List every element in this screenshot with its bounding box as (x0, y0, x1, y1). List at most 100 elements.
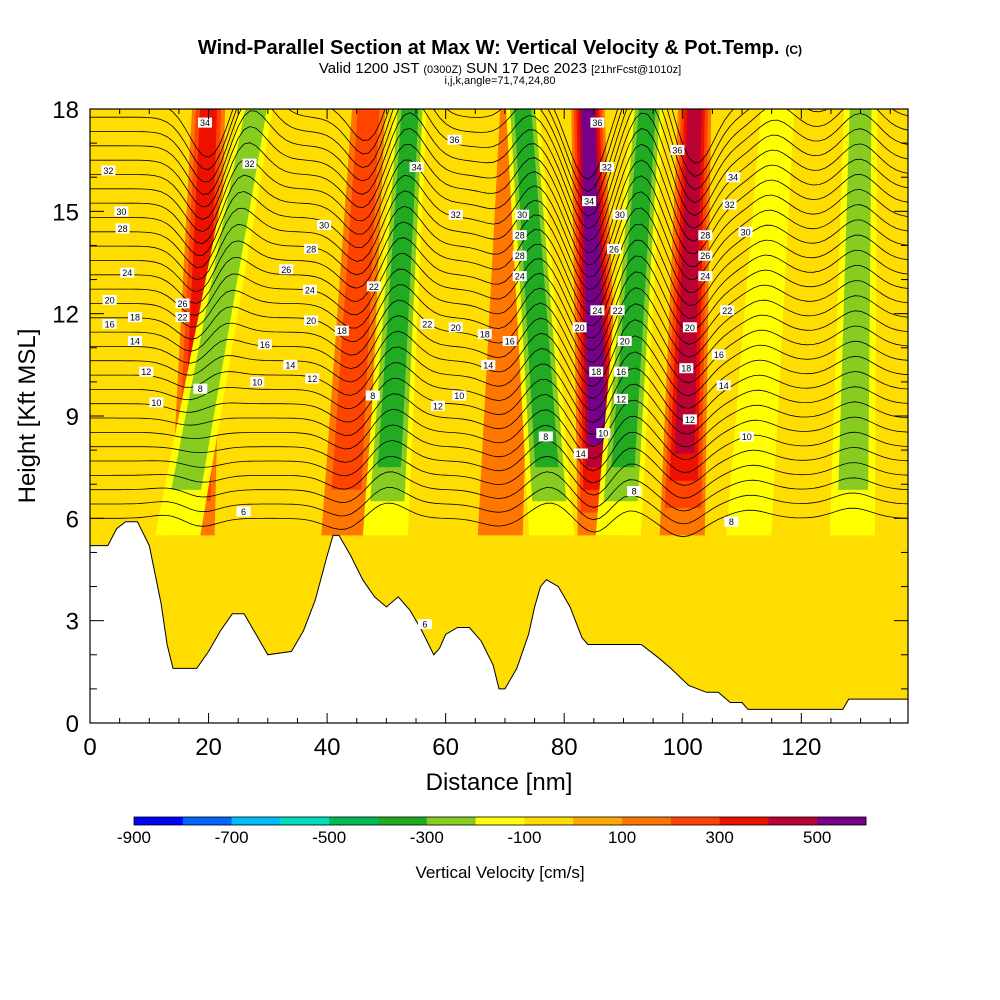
contour-label-box (102, 318, 117, 329)
y-tick-label: 9 (66, 404, 79, 431)
y-tick-label: 0 (66, 711, 79, 738)
contour-label-box (739, 431, 754, 442)
isentrope-line-14 (90, 284, 908, 363)
contour-label: 12 (141, 367, 151, 377)
contour-label-box (409, 162, 424, 172)
colorbar-segment (280, 817, 330, 825)
y-tick-label: 6 (66, 506, 79, 533)
contour-label-group: 32 (101, 165, 116, 176)
contour-label-box (120, 267, 135, 278)
contour-label: 14 (130, 337, 140, 347)
contour-label: 8 (370, 391, 375, 401)
isentrope-line-27 (90, 109, 908, 205)
contour-label-group: 8 (538, 431, 553, 442)
contour-label-group: 8 (627, 486, 642, 497)
colorbar-segment (182, 817, 232, 825)
isentrope-line-8 (90, 378, 908, 435)
contour-label-box (102, 295, 117, 305)
colorbar-segment (817, 817, 867, 825)
contour-label-box (242, 158, 257, 169)
copyright-mark: (C) (785, 43, 803, 57)
contour-label: 36 (672, 145, 682, 155)
contour-label-group: 28 (304, 243, 319, 254)
contour-label-group: 16 (102, 318, 117, 329)
contour-label-group: 8 (365, 390, 380, 401)
colorbar-tick-label: -700 (214, 828, 249, 847)
contour-label-box (726, 172, 741, 183)
contour-label-box (304, 315, 319, 326)
contour-label-group: 34 (582, 196, 597, 207)
contour-label: 16 (505, 337, 515, 347)
contour-label: 20 (451, 323, 461, 333)
contour-label-group: 34 (198, 117, 212, 128)
contour-label-box (417, 619, 432, 630)
contour-label-group: 26 (607, 243, 621, 254)
contour-label: 30 (615, 210, 625, 220)
contour-label: 18 (480, 330, 490, 340)
contour-label-group: 34 (409, 162, 424, 173)
contour-label: 16 (260, 340, 270, 350)
contour-label-box (236, 506, 251, 517)
isentrope-line-25 (90, 112, 908, 229)
isentrope-line-10 (90, 346, 908, 411)
isentrope-line-2 (90, 471, 908, 512)
isentrope-lines (90, 109, 908, 538)
velocity-band-9-level-0 (726, 109, 795, 536)
y-tick-label: 18 (52, 97, 79, 124)
isentrope-line-23 (90, 143, 908, 254)
contour-label-group: 22 (610, 305, 625, 316)
x-tick-label: 120 (781, 734, 821, 761)
contour-label: 20 (105, 296, 115, 306)
contour-label-box (452, 390, 467, 401)
x-tick-label: 60 (432, 734, 459, 761)
contour-label: 24 (122, 268, 132, 278)
colorbar-tick-label: -300 (409, 828, 444, 847)
contour-label-group: 26 (279, 264, 294, 275)
colorbar-segment (622, 817, 672, 825)
contour-label-box (720, 305, 735, 316)
contour-label-group: 16 (502, 336, 517, 347)
contour-label-box (481, 359, 496, 370)
contour-label: 30 (741, 227, 751, 237)
contour-label-box (365, 390, 380, 401)
y-tick-label: 15 (52, 199, 79, 226)
isentrope-line-21 (90, 174, 908, 278)
contour-label: 18 (591, 367, 601, 377)
isentrope-line-13 (90, 299, 908, 375)
contour-label-box (317, 220, 332, 230)
isentrope-line-24 (90, 127, 908, 242)
contour-label-group: 22 (420, 318, 435, 329)
contour-label-group: 20 (102, 295, 117, 306)
contour-label: 8 (729, 517, 734, 527)
contour-label-box (612, 209, 627, 220)
contour-label-box (198, 117, 212, 128)
contour-label-group: 12 (682, 414, 697, 425)
contour-label-box (114, 206, 129, 217)
contour-label-box (617, 336, 632, 346)
x-tick-label: 20 (195, 734, 222, 761)
contour-label: 6 (241, 507, 246, 517)
contour-label-box (512, 230, 527, 241)
contour-label-box (512, 250, 527, 261)
contour-label-group: 30 (738, 226, 753, 237)
contour-label-group: 12 (139, 366, 154, 377)
contour-label-box (596, 428, 611, 439)
isentrope-line-3 (90, 455, 908, 499)
colorbar-segment (475, 817, 525, 825)
contour-label: 32 (602, 163, 612, 173)
contour-label-group: 30 (317, 220, 332, 231)
colorbar-tick-label: -500 (312, 828, 347, 847)
contour-label: 12 (616, 394, 626, 404)
contour-label-box (682, 322, 697, 333)
isentrope-line-18 (90, 221, 908, 314)
colorbar-tick-label: 500 (803, 828, 832, 847)
contour-label: 32 (103, 166, 113, 176)
contour-label: 10 (742, 432, 752, 442)
isentrope-line-4 (90, 440, 908, 486)
contour-label: 18 (130, 313, 140, 323)
contour-label-group: 16 (711, 349, 726, 360)
isentrope-line-28 (90, 109, 908, 193)
x-tick-label: 100 (663, 734, 703, 761)
contour-label-group: 36 (447, 134, 462, 145)
